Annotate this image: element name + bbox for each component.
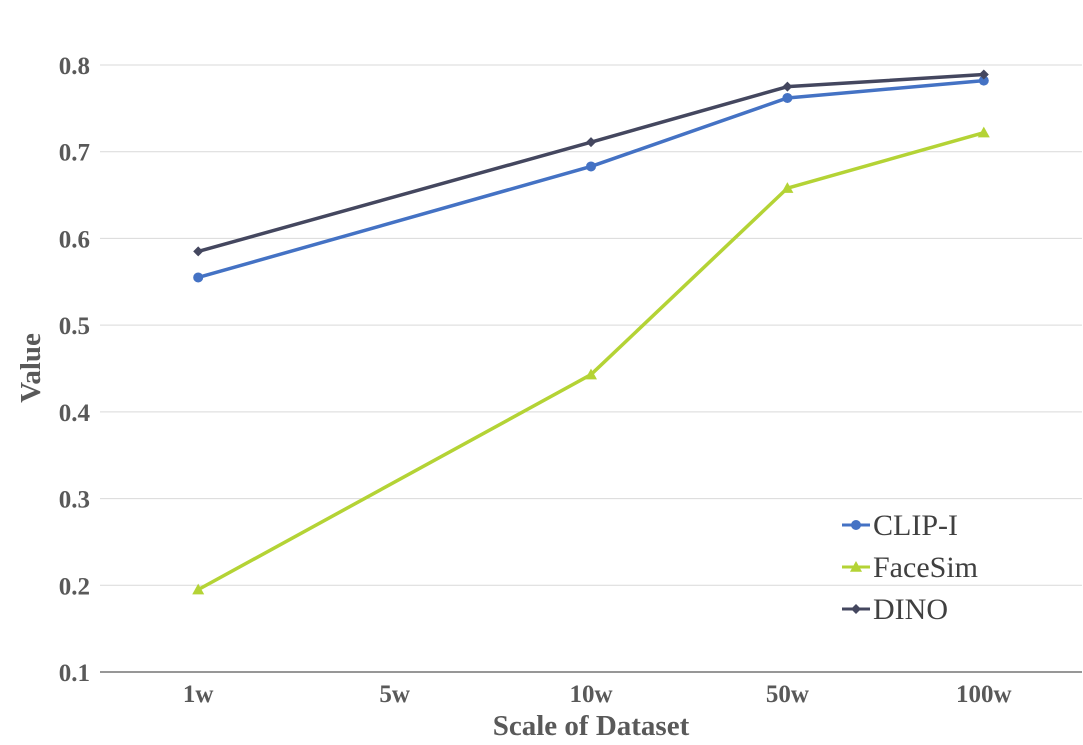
series-line-facesim [197,130,985,592]
data-point-facesim [781,182,794,193]
series-facesim [192,126,990,595]
y-axis-title: Value [15,333,47,403]
data-point-dino [782,81,793,92]
legend-marker [851,520,861,530]
series-dino [193,69,989,257]
data-point-facesim [977,126,990,138]
data-point-clip-i [782,92,793,103]
legend-label: DINO [873,593,948,626]
y-tick-label: 0.3 [59,487,90,514]
x-axis-title: Scale of Dataset [493,710,690,742]
legend-marker [850,561,862,572]
y-tick-label: 0.8 [59,53,90,80]
y-tick-label: 0.5 [59,313,90,340]
series-line-clip-i [197,78,984,280]
legend-label: CLIP-I [873,509,958,542]
x-tick-label: 100w [956,681,1012,708]
legend-item-facesim: FaceSim [842,551,978,584]
data-point-clip-i [586,161,596,172]
y-tick-label: 0.2 [59,573,90,600]
data-point-dino [193,246,204,257]
data-point-clip-i [193,272,204,283]
x-tick-label: 5w [379,681,410,708]
legend-item-clip-i: CLIP-I [842,509,958,542]
y-tick-label: 0.6 [59,226,90,253]
y-tick-label: 0.4 [59,400,91,427]
x-tick-label: 50w [766,681,809,708]
series-lines [192,69,990,595]
gridlines [100,64,1082,586]
data-point-dino [978,69,989,80]
data-point-dino [586,137,596,148]
data-point-facesim [585,368,597,380]
y-tick-label: 0.1 [59,660,90,687]
legend-item-dino: DINO [842,593,948,626]
series-line-dino [197,72,984,254]
axes: 0.1 0.2 0.3 0.4 0.5 0.6 0.7 0.8 1w 5w 10w 50w 100w [59,53,1082,708]
legend-label: FaceSim [873,551,978,584]
y-tick-label: 0.7 [59,140,90,167]
series-clip-i [193,75,989,283]
data-point-clip-i [978,75,989,86]
x-tick-label: 1w [183,681,214,708]
x-tick-label: 10w [569,681,612,708]
legend: CLIP-I FaceSim DINO [842,509,978,626]
data-point-facesim [192,583,205,595]
legend-marker [851,604,861,614]
